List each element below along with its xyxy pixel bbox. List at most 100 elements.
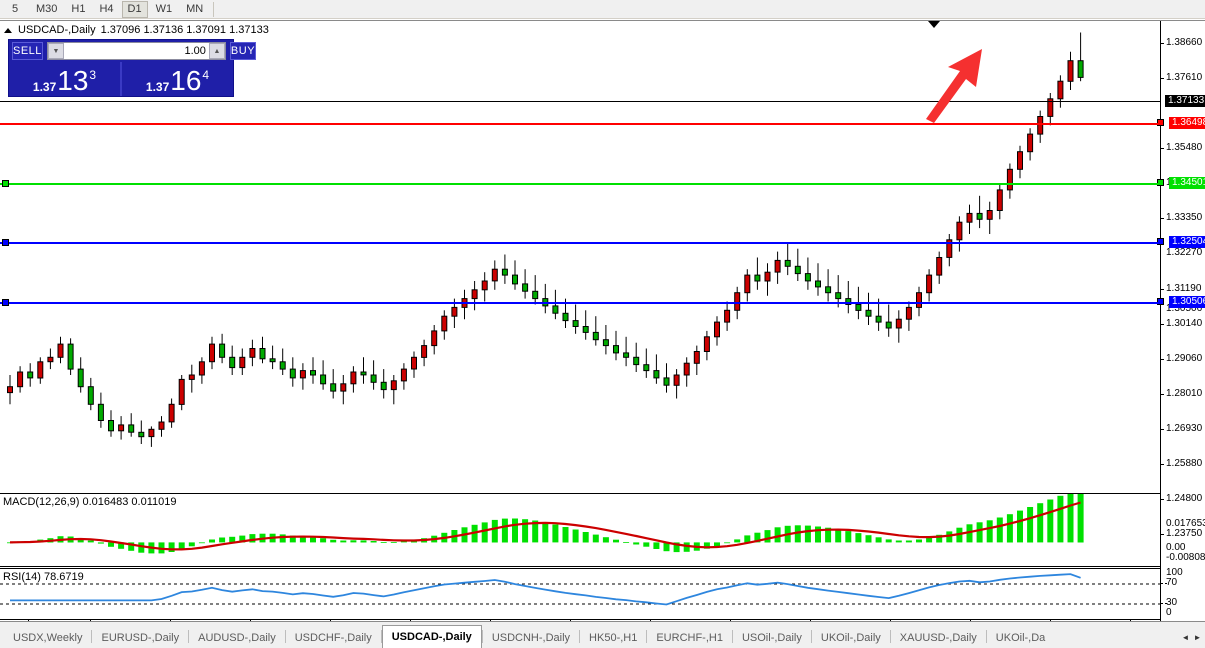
indicator-scale-label: 70 [1166,577,1178,588]
macd-pane[interactable]: MACD(12,26,9) 0.016483 0.011019 [0,493,1160,567]
chart-tab[interactable]: USDCAD-,Daily [381,625,482,648]
price-tick-mark [1161,534,1164,535]
toolbar-divider [213,1,215,17]
chart-tab[interactable]: USDCNH-,Daily [491,631,571,644]
rsi-plot [0,573,1160,606]
timeframe-button-h1[interactable]: H1 [71,3,86,15]
tab-divider [91,630,93,643]
chart-tab[interactable]: AUDUSD-,Daily [198,631,276,644]
price-scale[interactable]: 1.344001.322701.305061.386601.376101.354… [1157,21,1205,622]
level-handle[interactable] [1157,298,1164,305]
sell-button[interactable]: SELL [12,42,43,60]
chart-tab[interactable]: XAUUSD-,Daily [899,631,977,644]
price-tick-mark [1161,499,1164,500]
horizontal-level-line[interactable] [0,101,1160,102]
indicator-scale-label: 0 [1166,607,1172,618]
chevron-right-icon[interactable]: ► [1193,633,1202,642]
price-tick-label: 1.33350 [1166,212,1203,223]
level-anchor-handle[interactable] [2,239,9,246]
trade-panel-quotes: 1.37 13 3 1.37 16 4 [9,62,233,96]
price-tick-label: 1.29060 [1166,353,1203,364]
tab-divider [284,630,286,643]
price-tick-label: 1.28010 [1166,388,1203,399]
arrow-up-right-icon [920,45,990,128]
macd-caption: MACD(12,26,9) 0.016483 0.011019 [3,496,177,508]
timeframe-button-mn[interactable]: MN [186,3,204,15]
ohlc-values: 1.37096 1.37136 1.37091 1.37133 [100,24,269,36]
buy-button[interactable]: BUY [229,42,257,60]
chart-position-marker [928,21,940,28]
volume-input[interactable] [63,43,209,59]
chevron-down-icon[interactable]: ▼ [47,43,64,59]
level-handle[interactable] [1157,238,1164,245]
chart-tab[interactable]: EURUSD-,Daily [101,631,180,644]
tab-divider [380,630,382,643]
indicator-scale-label: 100 [1166,567,1183,578]
price-tick-label: 1.35480 [1166,142,1203,153]
triangle-up-icon[interactable] [4,27,12,33]
horizontal-level-line[interactable] [0,123,1160,125]
price-tick-mark [1161,464,1164,465]
chevron-up-icon[interactable]: ▲ [208,43,225,59]
horizontal-level-line[interactable] [0,302,1160,304]
timeframe-button-d1[interactable]: D1 [121,0,148,18]
ask-quote[interactable]: 1.37 16 4 [120,62,233,96]
symbol-label: USDCAD-,Daily [18,24,96,36]
bid-price-main: 13 [57,65,89,96]
price-tag[interactable]: 1.34501 [1169,177,1205,189]
chart-tab[interactable]: USDCHF-,Daily [294,631,372,644]
price-tick-mark [1161,324,1164,325]
price-tick-mark [1161,43,1164,44]
volume-stepper[interactable]: ▼ ▲ [46,42,226,60]
level-anchor-handle[interactable] [2,299,9,306]
ask-price-fraction: 4 [202,68,210,82]
timeframe-button-h4[interactable]: H4 [99,3,114,15]
price-pane[interactable] [0,21,1160,491]
tab-divider [985,630,987,643]
price-tick-label: 1.24800 [1166,493,1203,504]
horizontal-level-line[interactable] [0,242,1160,244]
price-tick-label: 1.23750 [1166,528,1203,539]
price-tag[interactable]: 1.37133 [1165,95,1205,107]
tab-divider [481,630,483,643]
chart-tab[interactable]: HK50-,H1 [589,631,638,644]
chart-tab[interactable]: USOil-,Daily [741,631,802,644]
price-tick-mark [1161,359,1164,360]
price-tag[interactable]: 1.36498 [1169,117,1205,129]
chart-area[interactable]: MACD(12,26,9) 0.016483 0.011019 RSI(14) … [0,20,1205,634]
rsi-level-tick [1161,583,1167,584]
level-anchor-handle[interactable] [2,180,9,187]
rsi-level-tick [1161,603,1167,604]
tab-divider [731,630,733,643]
timeframe-button-5[interactable]: 5 [11,3,19,15]
tab-divider [810,630,812,643]
price-tick-mark [1161,289,1164,290]
price-tag[interactable]: 1.32504 [1169,236,1205,248]
chart-tab[interactable]: UKOil-,Daily [820,631,881,644]
chart-tab[interactable]: EURCHF-,H1 [656,631,723,644]
chevron-left-icon[interactable]: ◄ [1181,633,1190,642]
price-tick-label: 1.31190 [1166,283,1202,294]
price-tick-label: 1.32270 [1166,247,1203,258]
trade-panel-controls: SELL ▼ ▲ BUY [9,40,257,62]
bid-quote[interactable]: 1.37 13 3 [9,62,120,96]
chart-tab[interactable]: USDX,Weekly [13,631,83,644]
level-handle[interactable] [1157,119,1164,126]
level-handle[interactable] [1157,179,1164,186]
price-tick-label: 1.30506 [1166,303,1203,314]
one-click-trading-panel[interactable]: SELL ▼ ▲ BUY 1.37 13 3 1.37 16 4 [8,39,257,97]
candlestick-plot [7,32,1084,447]
horizontal-level-line[interactable] [0,183,1160,185]
price-tick-mark [1161,394,1164,395]
timeframe-button-w1[interactable]: W1 [155,3,173,15]
price-tag[interactable]: 1.30506 [1169,296,1205,308]
indicator-scale-label: -0.00808 [1166,552,1205,563]
price-tick-label: 1.25880 [1166,458,1203,469]
indicator-scale-label: 0.00 [1166,542,1186,553]
macd-plot [7,494,1084,554]
bid-price-prefix: 1.37 [32,80,57,94]
timeframe-button-m30[interactable]: M30 [36,3,58,15]
chart-tab[interactable]: UKOil-,Da [995,631,1046,644]
rsi-pane[interactable]: RSI(14) 78.6719 [0,568,1160,618]
